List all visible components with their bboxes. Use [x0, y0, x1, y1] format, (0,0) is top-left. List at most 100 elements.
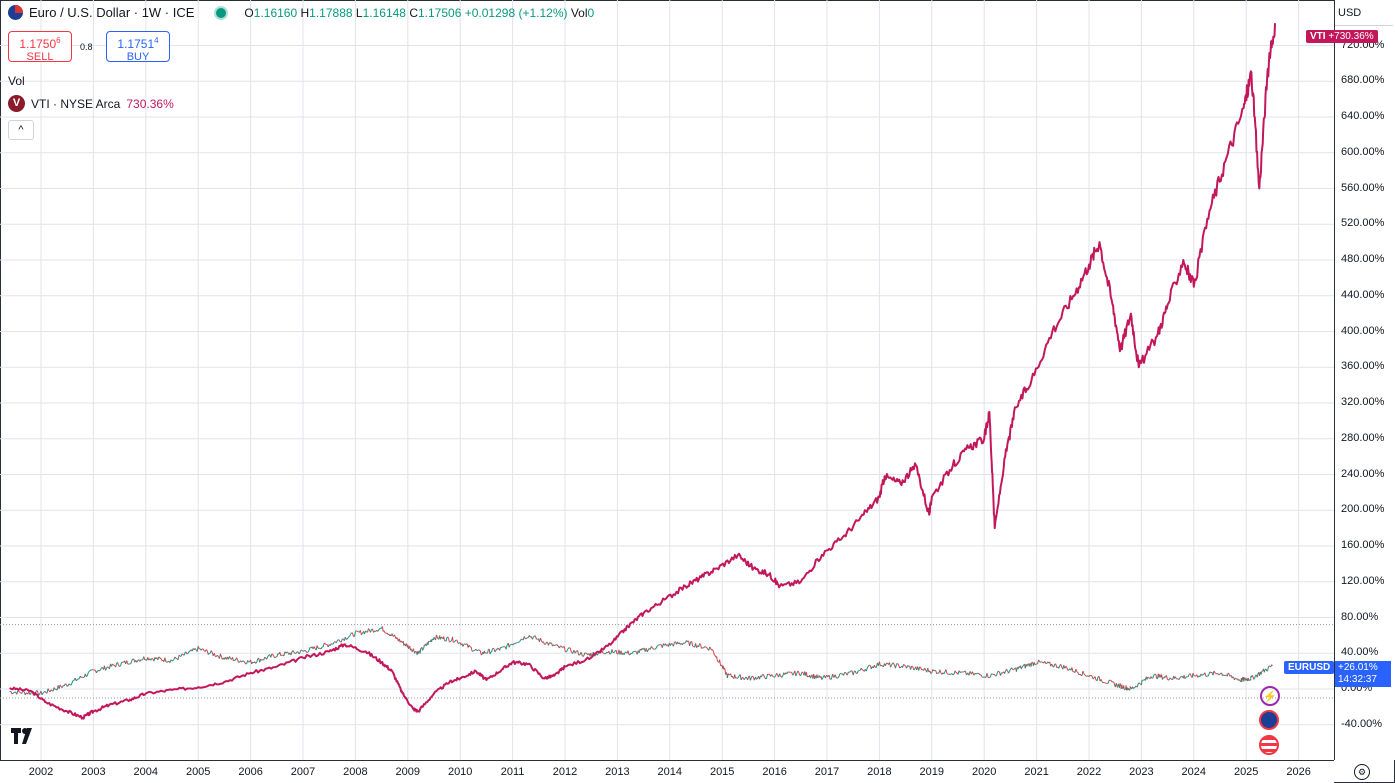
eurusd-bar — [267, 654, 270, 658]
eurusd-bar — [99, 669, 101, 672]
eurusd-bar — [834, 674, 837, 679]
eurusd-bar — [951, 673, 954, 676]
collapse-legend-button[interactable]: ^ — [8, 120, 34, 140]
eurusd-bar — [960, 671, 962, 674]
eurusd-bar — [18, 691, 21, 694]
eurusd-bar — [719, 659, 721, 664]
eurusd-bar — [16, 689, 19, 695]
eurusd-bar — [650, 646, 653, 649]
eurusd-bar — [705, 646, 707, 649]
eurusd-bar — [615, 649, 618, 654]
eurusd-bar — [1190, 674, 1192, 677]
eurusd-bar — [1082, 670, 1085, 674]
symbol-legend[interactable]: Euro / U.S. Dollar · 1W · ICE O1.16160 H… — [8, 5, 594, 20]
eurusd-bar — [518, 640, 521, 643]
time-axis-tick: 2010 — [447, 766, 473, 778]
eurusd-bar — [117, 662, 120, 666]
eurusd-bar — [584, 652, 587, 654]
eurusd-bar — [356, 630, 358, 632]
eurusd-bar — [880, 664, 882, 667]
eurusd-bar — [638, 648, 641, 653]
eurusd-bar — [119, 665, 121, 667]
eurusd-bar — [394, 634, 396, 637]
tradingview-logo-svg — [11, 728, 32, 744]
eurusd-bar — [1189, 673, 1191, 675]
eurusd-bar — [989, 676, 991, 679]
eurusd-bar — [903, 664, 905, 666]
eurusd-bar — [699, 643, 701, 646]
us-flag-icon[interactable] — [1259, 735, 1279, 755]
eurusd-bar — [447, 636, 449, 639]
eurusd-bar — [422, 649, 424, 651]
eurusd-bar — [1266, 670, 1268, 672]
eurusd-bar — [118, 665, 120, 667]
eurusd-bar — [594, 654, 597, 657]
eurusd-bar — [255, 662, 257, 664]
eurusd-bar — [232, 657, 234, 662]
eurusd-bar — [383, 630, 386, 633]
eurusd-bar — [720, 665, 722, 667]
time-axis-tick: 2020 — [971, 766, 997, 778]
eurusd-bar — [545, 641, 547, 645]
eurusd-bar — [213, 653, 216, 657]
currency-selector[interactable]: USD — [1338, 7, 1362, 19]
eurusd-bar — [950, 673, 953, 675]
eurusd-bar — [1187, 674, 1190, 678]
eu-flag-icon[interactable] — [1259, 710, 1279, 730]
eurusd-bar — [501, 646, 503, 648]
eurusd-bar — [181, 653, 184, 655]
eurusd-bar — [336, 639, 339, 641]
eurusd-bar — [919, 666, 922, 669]
eurusd-bar — [1169, 677, 1172, 680]
eurusd-bar — [436, 636, 439, 640]
gear-icon[interactable]: ⚙ — [1354, 764, 1370, 780]
eurusd-bar — [464, 643, 467, 645]
buy-button[interactable]: 1.17514 BUY — [106, 31, 170, 63]
eurusd-bar — [473, 649, 476, 652]
price-axis-tick: 520.00% — [1341, 217, 1385, 230]
eurusd-bar — [856, 670, 859, 674]
eurusd-bar — [583, 652, 586, 657]
eurusd-bar — [531, 636, 534, 640]
time-axis-tick: 2013 — [605, 766, 630, 778]
chart-plot-area[interactable] — [0, 0, 1334, 760]
eurusd-bar — [740, 677, 743, 681]
bolt-icon[interactable]: ⚡ — [1260, 686, 1280, 706]
eurusd-bar — [1107, 679, 1110, 684]
volume-indicator-label[interactable]: Vol — [8, 74, 25, 88]
market-status-icon[interactable] — [214, 5, 229, 20]
time-axis-tick: 2004 — [133, 766, 159, 778]
eurusd-bar — [332, 641, 335, 645]
eurusd-bar — [821, 677, 824, 680]
price-axis[interactable]: 720.00% 680.00% 640.00% 600.00% 560.00% 520.0… — [1334, 0, 1395, 760]
eurusd-bar — [368, 628, 370, 631]
eurusd-bar — [280, 654, 283, 657]
time-axis-tick: 2006 — [238, 766, 263, 778]
eurusd-bar — [810, 676, 812, 679]
eurusd-bar — [306, 651, 309, 654]
sell-button[interactable]: 1.17506 SELL — [8, 31, 72, 63]
eurusd-bar — [178, 654, 181, 657]
eurusd-bar — [797, 670, 800, 673]
eurusd-bar — [81, 676, 83, 679]
eurusd-bar — [603, 652, 605, 655]
price-axis-tick: 240.00% — [1341, 467, 1385, 480]
time-axis[interactable]: 2002 2003 2004 2005 2006 2007 2008 2009 2010 2011… — [0, 760, 1334, 783]
eurusd-bar — [952, 673, 955, 676]
eurusd-bar — [274, 656, 277, 659]
eurusd-bar — [772, 675, 774, 678]
ohlc-values: O1.16160 H1.17888 L1.16148 C1.17506 +0.0… — [244, 5, 595, 20]
eurusd-bar — [1103, 681, 1106, 684]
eurusd-bar — [431, 639, 433, 642]
eurusd-bar — [747, 677, 749, 681]
eurusd-bar — [587, 653, 589, 656]
symbol-title[interactable]: Euro / U.S. Dollar · 1W · ICE — [29, 5, 195, 20]
eurusd-bar — [735, 677, 737, 679]
eurusd-bar — [672, 642, 675, 647]
eurusd-bar — [491, 648, 493, 653]
compare-symbol-legend[interactable]: V VTI · NYSE Arca 730.36% — [8, 95, 174, 112]
eurusd-bar — [601, 650, 604, 654]
eurusd-bar — [630, 652, 633, 655]
eurusd-bar — [492, 647, 495, 650]
tradingview-logo-icon[interactable] — [11, 728, 41, 749]
